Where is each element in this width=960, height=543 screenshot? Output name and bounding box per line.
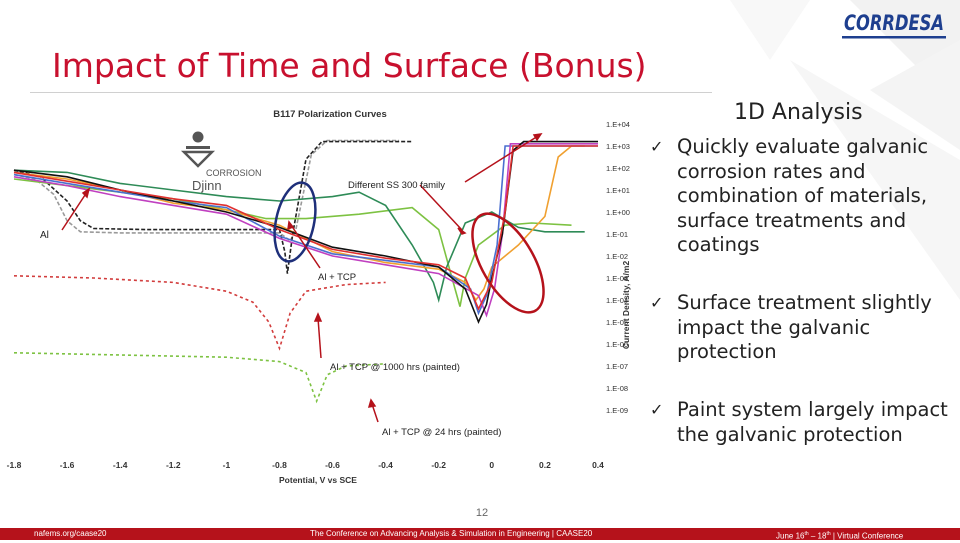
x-axis-label: Potential, V vs SCE [279, 475, 357, 485]
annotation-al-tcp: Al + TCP [318, 272, 356, 283]
y-tick-label: 1.E+01 [606, 186, 630, 195]
y-tick-label: 1.E-02 [606, 252, 628, 261]
annotation-al-tcp-1000: Al + TCP @ 1000 hrs (painted) [330, 362, 460, 373]
ss300-highlight-ellipse [471, 212, 545, 314]
y-tick-label: 1.E+04 [606, 120, 630, 129]
footer-url[interactable]: nafems.org/caase20 [34, 529, 107, 538]
al-tcp-highlight-ellipse [273, 181, 317, 263]
x-tick-label: 0 [489, 460, 494, 470]
footer-date-sup1: th [804, 531, 809, 537]
x-tick-label: -1.8 [7, 460, 22, 470]
logo-text: CORRDESA [844, 11, 944, 35]
djinn-head-icon [192, 131, 204, 143]
bullet-text: Surface treatment slightly impact the ga… [677, 291, 932, 363]
x-tick-label: 0.4 [592, 460, 604, 470]
footer-date: June 16th – 18th | Virtual Conference [776, 528, 903, 543]
arrow-al-head [81, 187, 91, 199]
x-tick-label: -1 [223, 460, 231, 470]
analysis-title: 1D Analysis [734, 100, 863, 125]
bullet-item: ✓ Paint system largely impact the galvan… [650, 398, 950, 447]
plot-area [14, 124, 598, 410]
x-tick-label: -1.4 [113, 460, 128, 470]
y-tick-label: 1.E-05 [606, 318, 628, 327]
x-tick-label: -0.4 [378, 460, 393, 470]
arrow-al-tcp-24-head [367, 398, 377, 408]
bullet-text: Quickly evaluate galvanic corrosion rate… [677, 135, 929, 256]
series-line-8 [13, 142, 598, 318]
check-icon: ✓ [650, 293, 664, 312]
bullet-item: ✓ Surface treatment slightly impact the … [650, 291, 950, 365]
x-tick-label: -1.2 [166, 460, 181, 470]
arrow-ss300-top [464, 135, 539, 183]
arrow-al-tcp-head [287, 220, 295, 231]
y-tick-label: 1.E-07 [606, 362, 628, 371]
annotation-al: Al [40, 230, 49, 241]
y-tick-label: 1.E-08 [606, 384, 628, 393]
arrow-ss300-top-head [532, 133, 543, 142]
arrow-al [61, 191, 88, 231]
series-line-3 [13, 352, 386, 404]
series-line-2 [13, 275, 386, 351]
footer-date-sup2: th [826, 531, 831, 537]
arrow-al-tcp [290, 224, 321, 269]
y-tick-label: 1.E-06 [606, 340, 628, 349]
title-divider [30, 92, 712, 93]
check-icon: ✓ [650, 137, 664, 156]
watermark-word2: Djinn [192, 178, 222, 193]
arrow-al-tcp-1000-head [313, 312, 323, 322]
x-tick-label: 0.2 [539, 460, 551, 470]
bullet-text: Paint system largely impact the galvanic… [677, 398, 948, 446]
series-line-0 [13, 139, 399, 242]
y-tick-label: 1.E-04 [606, 296, 628, 305]
y-tick-label: 1.E+00 [606, 208, 630, 217]
x-tick-label: -1.6 [60, 460, 75, 470]
y-tick-label: 1.E-01 [606, 230, 628, 239]
djinn-body-icon [180, 150, 216, 168]
series-line-7 [13, 145, 598, 316]
corrdesa-logo: CORRDESA [842, 11, 946, 39]
djinn-arms-icon [186, 146, 210, 149]
y-tick-label: 1.E+02 [606, 164, 630, 173]
arrow-al-tcp-1000 [317, 317, 322, 359]
x-axis-ticks: -1.8 -1.6 -1.4 -1.2 -1 -0.8 -0.6 -0.4 -0.2 0 0.2 0.… [7, 460, 605, 470]
y-tick-label: 1.E-09 [606, 406, 628, 415]
annotation-al-tcp-24: Al + TCP @ 24 hrs (painted) [382, 427, 501, 438]
x-tick-label: -0.6 [325, 460, 340, 470]
bullet-item: ✓ Quickly evaluate galvanic corrosion ra… [650, 135, 950, 258]
footer-bar: nafems.org/caase20 The Conference on Adv… [0, 528, 960, 543]
footer-date-mid: – 18 [808, 531, 827, 541]
series-line-10 [13, 145, 598, 311]
y-axis-ticks: 1.E+04 1.E+03 1.E+02 1.E+01 1.E+00 1.E-01 1.E-… [606, 120, 630, 415]
footer-conference: The Conference on Advancing Analysis & S… [310, 529, 593, 538]
x-tick-label: -0.2 [431, 460, 446, 470]
decorative-background-shapes [730, 0, 960, 300]
page-number: 12 [475, 507, 489, 519]
y-axis-label: Current Density, A/m2 [621, 261, 631, 350]
x-tick-label: -0.8 [272, 460, 287, 470]
corrosion-djinn-watermark: CORROSION Djinn [180, 131, 262, 193]
check-icon: ✓ [650, 400, 664, 419]
watermark-word1: CORROSION [206, 168, 262, 178]
annotation-ss300: Different SS 300 family [348, 180, 445, 191]
footer-date-start: June 16 [776, 531, 805, 541]
arrow-ss300-bottom-head [457, 227, 467, 235]
page-title: Impact of Time and Surface (Bonus) [52, 46, 647, 85]
y-tick-label: 1.E+03 [606, 142, 630, 151]
chart-title: B117 Polarization Curves [273, 109, 387, 120]
y-tick-label: 1.E-03 [606, 274, 628, 283]
arrow-ss300-bottom [419, 184, 463, 231]
polarization-chart: CORROSION Djinn B117 Polarization Curves… [7, 109, 631, 485]
footer-date-end: | Virtual Conference [830, 531, 904, 541]
